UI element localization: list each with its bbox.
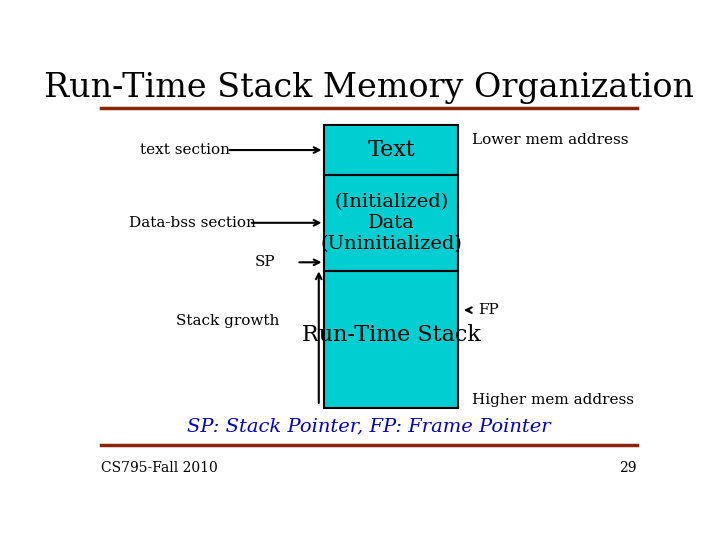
Text: (Initialized)
Data
(Uninitialized): (Initialized) Data (Uninitialized) bbox=[320, 193, 462, 253]
Bar bbox=[324, 175, 458, 271]
Text: 29: 29 bbox=[619, 461, 637, 475]
Text: Run-Time Stack Memory Organization: Run-Time Stack Memory Organization bbox=[44, 72, 694, 104]
Text: Stack growth: Stack growth bbox=[176, 314, 280, 328]
Text: SP: Stack Pointer, FP: Frame Pointer: SP: Stack Pointer, FP: Frame Pointer bbox=[187, 417, 551, 436]
Text: Text: Text bbox=[367, 139, 415, 161]
Bar bbox=[324, 125, 458, 175]
Text: Run-Time Stack: Run-Time Stack bbox=[302, 324, 481, 346]
Bar bbox=[324, 271, 458, 408]
Text: text section: text section bbox=[140, 143, 230, 157]
Text: CS795-Fall 2010: CS795-Fall 2010 bbox=[101, 461, 218, 475]
Text: SP: SP bbox=[255, 255, 275, 269]
Text: Higher mem address: Higher mem address bbox=[472, 393, 634, 407]
Text: Data-bss section: Data-bss section bbox=[129, 216, 256, 230]
Text: Lower mem address: Lower mem address bbox=[472, 133, 629, 147]
Text: FP: FP bbox=[478, 303, 498, 317]
